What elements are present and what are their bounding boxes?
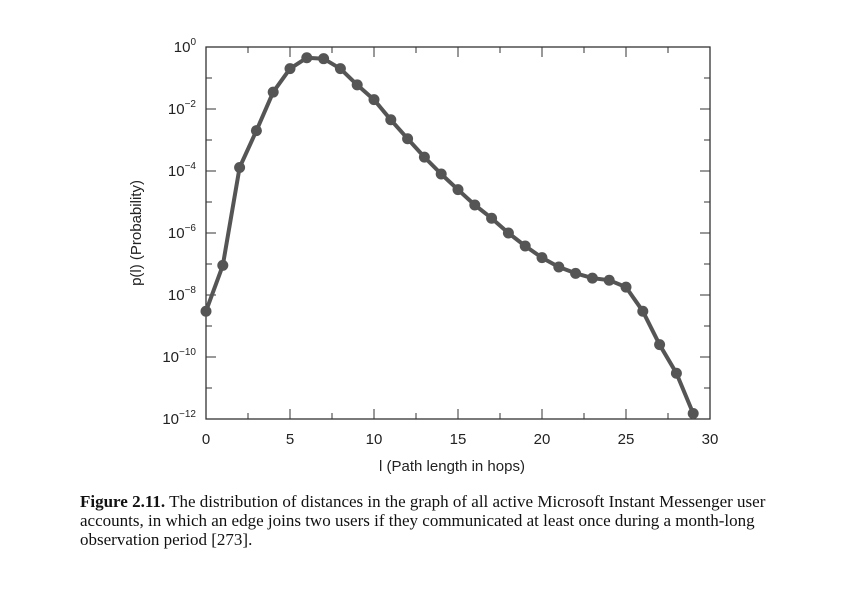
y-tick-label: 10−6 [168, 223, 197, 242]
plot-frame [205, 46, 711, 420]
data-point [654, 339, 666, 351]
series-line [204, 55, 696, 415]
data-point [402, 133, 414, 145]
y-tick-labels: 100 10−2 10−4 10−6 10−8 10−10 10−12 [162, 37, 196, 428]
axis-ticks [205, 46, 711, 420]
data-point [334, 63, 346, 75]
data-point [284, 63, 296, 75]
x-axis-title: l (Path length in hops) [379, 458, 525, 475]
x-tick-labels: 0 5 10 15 20 25 30 [202, 431, 719, 448]
data-point [637, 305, 649, 317]
data-point [418, 151, 430, 163]
data-point [486, 212, 498, 224]
y-tick-label: 10−10 [162, 347, 196, 366]
x-tick-label: 20 [534, 431, 551, 448]
data-point [234, 161, 246, 173]
y-tick-label: 100 [174, 37, 197, 56]
y-tick-label: 10−2 [168, 99, 197, 118]
x-tick-label: 15 [450, 431, 467, 448]
data-point [200, 305, 212, 317]
y-tick-label: 10−4 [168, 161, 197, 180]
y-tick-label: 10−8 [168, 285, 197, 304]
data-point [351, 79, 363, 91]
data-point [519, 240, 531, 252]
data-point [301, 52, 313, 64]
data-point [250, 125, 262, 137]
data-point [452, 184, 464, 196]
data-point [553, 261, 565, 273]
data-point [570, 267, 582, 279]
data-point [318, 53, 330, 65]
data-point [536, 252, 548, 264]
data-point [435, 168, 447, 180]
data-point [502, 227, 514, 239]
x-tick-label: 30 [702, 431, 719, 448]
data-point [217, 259, 229, 271]
chart: 0 5 10 15 20 25 30 100 10−2 10−4 10−6 10−8 10−10 10−… [128, 37, 719, 475]
data-point [385, 114, 397, 126]
caption-lead: Figure 2.11. [80, 492, 166, 511]
y-tick-label: 10−12 [162, 409, 196, 428]
data-point [267, 86, 279, 98]
data-point [670, 367, 682, 379]
x-tick-label: 5 [286, 431, 294, 448]
data-point [469, 199, 481, 211]
data-point [603, 274, 615, 286]
data-point [368, 94, 380, 106]
x-tick-label: 10 [366, 431, 383, 448]
caption-text: The distribution of distances in the gra… [80, 492, 766, 549]
data-point [586, 272, 598, 284]
figure-caption: Figure 2.11. The distribution of distanc… [80, 492, 780, 549]
x-tick-label: 25 [618, 431, 635, 448]
data-points [200, 52, 699, 420]
data-point [687, 408, 699, 420]
y-axis-title: p(l) (Probability) [128, 180, 145, 286]
x-tick-label: 0 [202, 431, 210, 448]
data-point [620, 281, 632, 293]
